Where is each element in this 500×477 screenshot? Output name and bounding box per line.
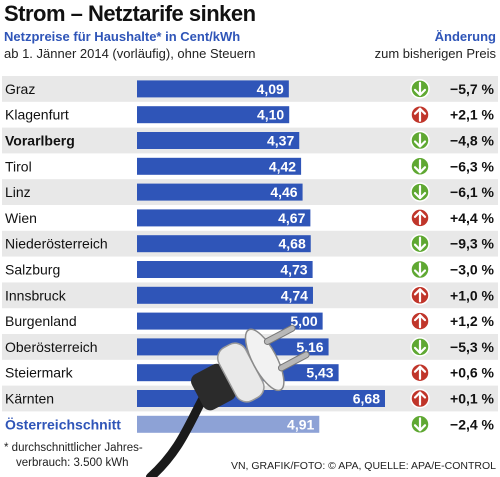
chart-subtitle: Netzpreise für Haushalte* in Cent/kWh — [4, 29, 241, 44]
bar-2 — [137, 106, 290, 124]
change-label: −5,3 % — [450, 339, 495, 355]
value-label: 4,42 — [269, 158, 296, 174]
bar-9 — [137, 286, 313, 304]
arrow-up-icon — [410, 388, 430, 409]
arrow-down-icon — [410, 414, 430, 435]
change-label: −2,4 % — [450, 416, 495, 432]
category-label: Niederösterreich — [5, 236, 108, 252]
change-column-subtitle: zum bisherigen Preis — [374, 46, 496, 61]
arrow-up-icon — [410, 311, 430, 331]
category-label: Tirol — [5, 158, 32, 174]
arrow-down-icon — [410, 259, 430, 280]
bar-3 — [137, 132, 300, 149]
change-label: −9,3 % — [450, 236, 495, 252]
source-credit: VN, GRAFIK/FOTO: © APA, QUELLE: APA/E-CO… — [230, 460, 496, 472]
arrow-down-icon — [410, 233, 430, 254]
change-label: −5,7 % — [450, 81, 495, 97]
category-label: Innsbruck — [5, 287, 67, 303]
bar-6 — [137, 209, 311, 227]
plug-pin-bottom — [277, 351, 310, 372]
value-label: 6,68 — [353, 391, 380, 407]
bar-8 — [137, 261, 313, 278]
value-label: 4,10 — [257, 107, 284, 123]
value-label: 4,46 — [270, 184, 297, 200]
value-label: 4,67 — [278, 210, 305, 226]
category-label: Linz — [5, 184, 31, 200]
plug-face — [244, 328, 285, 392]
category-label: Kärnten — [5, 391, 54, 407]
arrow-glyph — [413, 339, 427, 354]
change-label: +2,1 % — [450, 107, 495, 123]
bar-1 — [137, 80, 289, 98]
footnote-line-2: verbrauch: 3.500 kWh — [16, 457, 129, 469]
arrow-glyph — [413, 107, 427, 122]
arrow-glyph — [413, 262, 427, 277]
category-label: Vorarlberg — [5, 133, 75, 149]
arrow-up-icon — [410, 362, 430, 383]
arrow-down-icon — [410, 79, 430, 99]
arrow-glyph — [413, 391, 427, 406]
arrow-glyph — [413, 133, 427, 148]
value-label: 4,73 — [280, 262, 307, 278]
arrow-glyph — [413, 236, 427, 251]
bar-7 — [137, 235, 311, 253]
change-column-title: Änderung — [434, 29, 496, 44]
category-label: Klagenfurt — [5, 107, 69, 123]
change-label: +0,6 % — [450, 365, 495, 381]
category-label: Salzburg — [5, 262, 60, 278]
change-label: −3,0 % — [450, 262, 495, 278]
arrow-down-icon — [410, 182, 430, 202]
plug-cable — [145, 389, 211, 477]
category-label: Oberösterreich — [5, 339, 98, 355]
bar-4 — [137, 157, 302, 175]
value-label: 4,68 — [278, 236, 305, 252]
change-label: −4,8 % — [450, 133, 495, 149]
arrow-down-icon — [410, 156, 430, 177]
value-label: 5,43 — [306, 365, 333, 381]
category-label: Burgenland — [5, 313, 77, 329]
arrow-glyph — [413, 417, 427, 432]
chart-title: Strom – Netztarife sinken — [4, 1, 256, 26]
value-label: 4,09 — [257, 81, 284, 97]
category-label: Steiermark — [5, 365, 74, 381]
value-label: 5,16 — [296, 339, 323, 355]
arrow-glyph — [413, 159, 427, 174]
change-label: +0,1 % — [450, 391, 495, 407]
category-label: Wien — [5, 210, 37, 226]
footnote-line-1: * durchschnittlicher Jahres- — [4, 442, 143, 454]
value-label: 5,00 — [290, 313, 317, 329]
arrow-glyph — [413, 185, 427, 200]
arrow-glyph — [413, 288, 427, 303]
arrow-down-icon — [410, 337, 430, 357]
change-label: −6,3 % — [450, 158, 495, 174]
power-plug-icon — [145, 324, 310, 477]
bar-10 — [137, 312, 323, 330]
value-label: 4,91 — [287, 416, 314, 432]
change-label: −6,1 % — [450, 184, 495, 200]
arrow-glyph — [413, 314, 427, 329]
arrow-up-icon — [410, 104, 430, 125]
chart-subtitle-date: ab 1. Jänner 2014 (vorläufig), ohne Steu… — [4, 46, 256, 61]
arrow-up-icon — [410, 208, 430, 228]
change-label: +1,2 % — [450, 313, 495, 329]
arrow-up-icon — [410, 285, 430, 306]
arrow-glyph — [413, 365, 427, 380]
category-label: Graz — [5, 81, 35, 97]
change-label: +1,0 % — [450, 287, 495, 303]
bar-5 — [137, 183, 303, 201]
footnote: * durchschnittlicher Jahres- verbrauch: … — [4, 441, 143, 471]
value-label: 4,74 — [281, 287, 308, 303]
arrow-glyph — [413, 81, 427, 97]
arrow-down-icon — [410, 130, 430, 151]
change-label: +4,4 % — [450, 210, 495, 226]
arrow-glyph — [413, 210, 427, 225]
category-label: Österreichschnitt — [5, 416, 121, 432]
value-label: 4,37 — [267, 133, 294, 149]
plug-pin-top — [263, 324, 296, 345]
